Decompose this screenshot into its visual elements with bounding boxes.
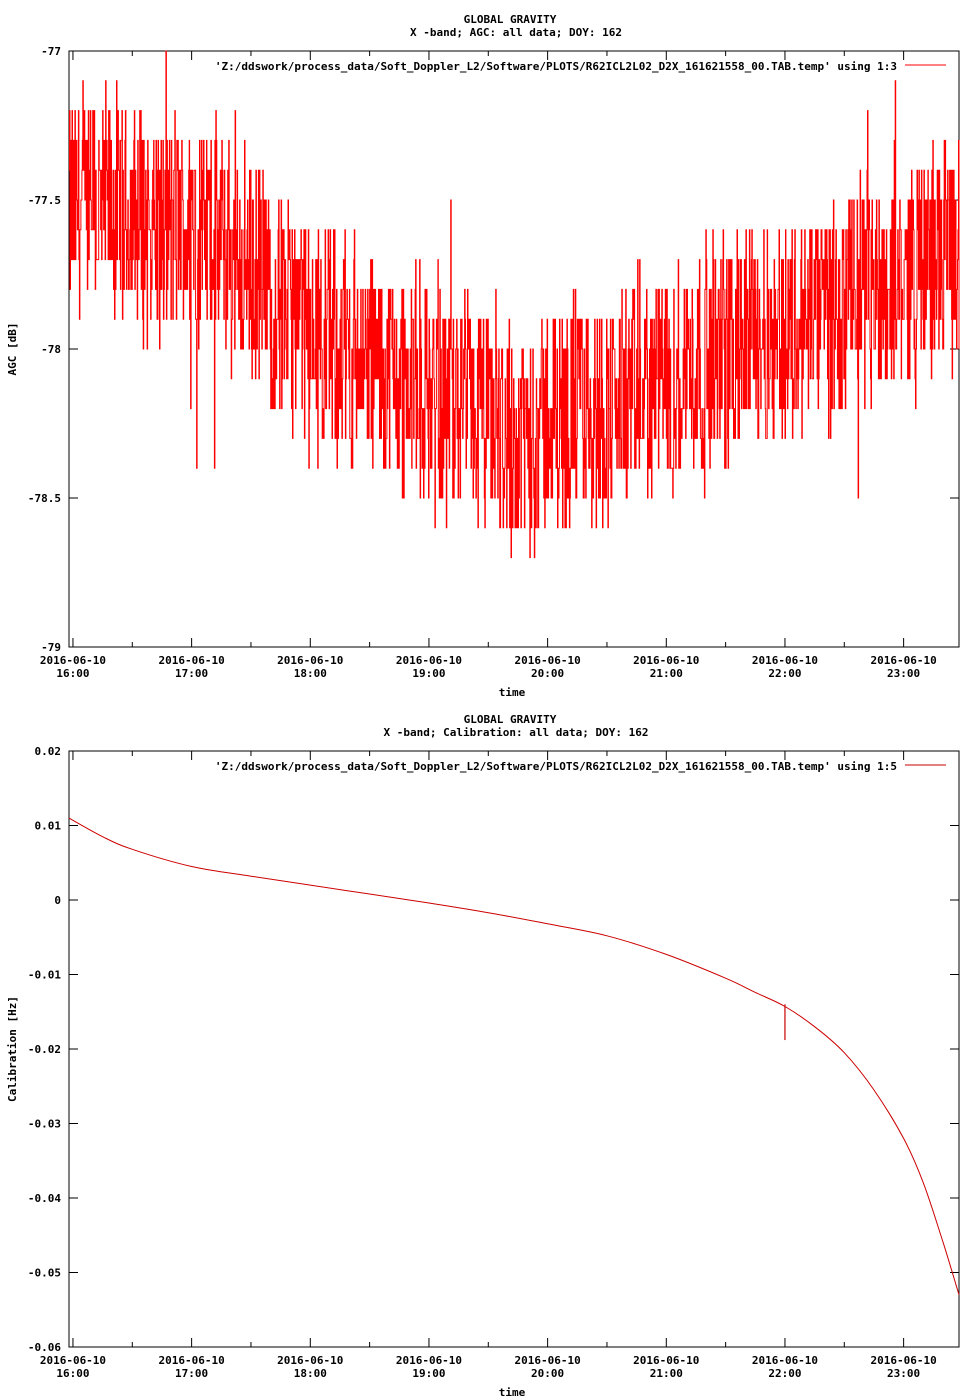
y-tick-label: -0.05 bbox=[28, 1267, 61, 1280]
agc-x-ticks: 2016-06-1016:002016-06-1017:002016-06-10… bbox=[40, 51, 937, 680]
x-tick-date-label: 2016-06-10 bbox=[396, 1354, 462, 1367]
y-tick-label: 0.01 bbox=[35, 820, 62, 833]
x-tick-time-label: 21:00 bbox=[650, 667, 683, 680]
x-tick-time-label: 16:00 bbox=[56, 667, 89, 680]
y-tick-label: -0.02 bbox=[28, 1043, 61, 1056]
calibration-chart-subtitle: X -band; Calibration: all data; DOY: 162 bbox=[384, 726, 649, 739]
x-tick-date-label: 2016-06-10 bbox=[515, 1354, 581, 1367]
x-tick-time-label: 22:00 bbox=[768, 667, 801, 680]
x-tick-time-label: 22:00 bbox=[768, 1367, 801, 1380]
x-tick-date-label: 2016-06-10 bbox=[40, 1354, 106, 1367]
calibration-y-ticks: 0.02 0.01 0 -0.01 -0.02 -0.03 -0.04 -0.05 -0.06 bbox=[28, 745, 959, 1354]
y-tick-label: -77 bbox=[41, 45, 61, 58]
x-tick-time-label: 20:00 bbox=[531, 667, 564, 680]
x-tick-date-label: 2016-06-10 bbox=[515, 654, 581, 667]
y-tick-label: -79 bbox=[41, 641, 61, 654]
x-tick-date-label: 2016-06-10 bbox=[396, 654, 462, 667]
calibration-x-axis-label: time bbox=[499, 1386, 526, 1399]
agc-chart-subtitle: X -band; AGC: all data; DOY: 162 bbox=[410, 26, 622, 39]
y-tick-label: -0.03 bbox=[28, 1118, 61, 1131]
calibration-chart-title: GLOBAL GRAVITY bbox=[464, 713, 557, 726]
x-tick-time-label: 21:00 bbox=[650, 1367, 683, 1380]
agc-series bbox=[69, 50, 960, 559]
agc-x-axis-label: time bbox=[499, 686, 526, 699]
x-tick-time-label: 17:00 bbox=[175, 1367, 208, 1380]
y-tick-label: 0.02 bbox=[35, 745, 62, 758]
agc-data-line bbox=[69, 50, 960, 559]
calibration-y-axis-label: Calibration [Hz] bbox=[6, 996, 19, 1102]
x-tick-date-label: 2016-06-10 bbox=[277, 654, 343, 667]
x-tick-time-label: 16:00 bbox=[56, 1367, 89, 1380]
y-tick-label: -77.5 bbox=[28, 194, 61, 207]
calibration-legend-label: 'Z:/ddswork/process_data/Soft_Doppler_L2… bbox=[215, 760, 897, 773]
x-tick-time-label: 20:00 bbox=[531, 1367, 564, 1380]
agc-chart: GLOBAL GRAVITY X -band; AGC: all data; D… bbox=[6, 13, 960, 699]
x-tick-date-label: 2016-06-10 bbox=[752, 1354, 818, 1367]
x-tick-date-label: 2016-06-10 bbox=[277, 1354, 343, 1367]
y-tick-label: -78.5 bbox=[28, 492, 61, 505]
x-tick-date-label: 2016-06-10 bbox=[159, 1354, 225, 1367]
x-tick-time-label: 19:00 bbox=[412, 667, 445, 680]
x-tick-date-label: 2016-06-10 bbox=[752, 654, 818, 667]
x-tick-time-label: 19:00 bbox=[412, 1367, 445, 1380]
agc-y-axis-label: AGC [dB] bbox=[6, 323, 19, 376]
x-tick-date-label: 2016-06-10 bbox=[871, 654, 937, 667]
calibration-chart: GLOBAL GRAVITY X -band; Calibration: all… bbox=[6, 713, 960, 1399]
calibration-series bbox=[68, 817, 960, 1295]
y-tick-label: -0.01 bbox=[28, 969, 61, 982]
x-tick-date-label: 2016-06-10 bbox=[871, 1354, 937, 1367]
x-tick-date-label: 2016-06-10 bbox=[633, 1354, 699, 1367]
y-tick-label: 0 bbox=[54, 894, 61, 907]
calibration-x-ticks: 2016-06-1016:002016-06-1017:002016-06-10… bbox=[40, 751, 937, 1380]
x-tick-time-label: 18:00 bbox=[294, 1367, 327, 1380]
x-tick-date-label: 2016-06-10 bbox=[633, 654, 699, 667]
calibration-plot-frame bbox=[68, 750, 960, 1348]
x-tick-time-label: 23:00 bbox=[887, 1367, 920, 1380]
agc-legend-label: 'Z:/ddswork/process_data/Soft_Doppler_L2… bbox=[215, 60, 897, 73]
agc-chart-title: GLOBAL GRAVITY bbox=[464, 13, 557, 26]
x-tick-time-label: 18:00 bbox=[294, 667, 327, 680]
x-tick-time-label: 17:00 bbox=[175, 667, 208, 680]
y-tick-label: -0.04 bbox=[28, 1192, 61, 1205]
calibration-data-line bbox=[68, 817, 960, 1295]
y-tick-label: -78 bbox=[41, 343, 61, 356]
x-tick-date-label: 2016-06-10 bbox=[40, 654, 106, 667]
x-tick-time-label: 23:00 bbox=[887, 667, 920, 680]
x-tick-date-label: 2016-06-10 bbox=[159, 654, 225, 667]
y-tick-label: -0.06 bbox=[28, 1341, 61, 1354]
